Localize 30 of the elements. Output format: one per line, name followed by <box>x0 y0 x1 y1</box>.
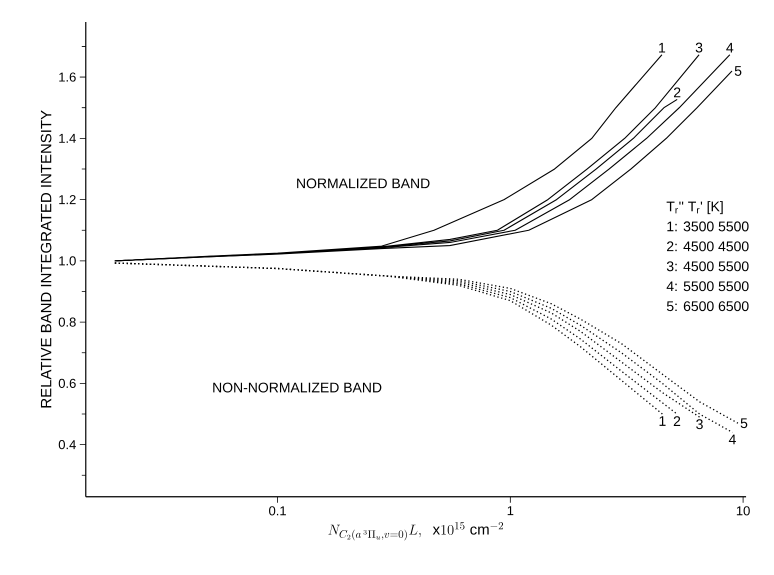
y-axis-title: RELATIVE BAND INTEGRATED INTENSITY <box>40 110 52 408</box>
x-tick-label: 0.1 <box>269 506 286 516</box>
x-tick-label: 1 <box>508 506 514 516</box>
annotation: 3: 4500 5500 <box>666 262 749 272</box>
annotation: 2 <box>674 88 680 98</box>
annotation: 2: 4500 4500 <box>667 242 749 252</box>
annotation: T$_{r}$'' T$_{r}$' [K] <box>666 201 723 214</box>
y-tick-label: 1.4 <box>59 134 76 144</box>
annotation: 5 <box>734 66 742 76</box>
annotation: 2 <box>674 416 680 426</box>
y-tick-label: 0.6 <box>58 379 76 388</box>
y-tick-label: 0.8 <box>58 318 76 327</box>
annotation: NON-NORMALIZED BAND <box>213 382 382 393</box>
annotation: 1 <box>659 43 666 53</box>
y-tick-label: 0.4 <box>58 440 76 450</box>
y-tick-label: 1.2 <box>59 195 76 204</box>
x-axis-title: $N_{C_2(a\,^3\Pi_u,v=0)}L,\ \ \mathrm{x}10^{15}\ \mathrm{cm}^{-2}$ <box>328 522 504 541</box>
x-tick-label: 10 <box>736 506 750 516</box>
annotation: 5: 6500 6500 <box>666 301 749 312</box>
annotation: 3 <box>696 42 702 53</box>
annotation: 1: 3500 5500 <box>667 222 749 232</box>
y-tick-label: 1.0 <box>59 256 76 266</box>
annotation: 4 <box>728 434 736 444</box>
annotation: 3 <box>696 419 703 430</box>
annotation: 1 <box>660 416 666 426</box>
y-tick-label: 1.6 <box>59 72 76 82</box>
annotation: NORMALIZED BAND <box>297 178 430 189</box>
annotation: 5 <box>740 418 748 428</box>
annotation: 4 <box>726 43 734 53</box>
annotation: 4: 5500 5500 <box>666 282 749 292</box>
